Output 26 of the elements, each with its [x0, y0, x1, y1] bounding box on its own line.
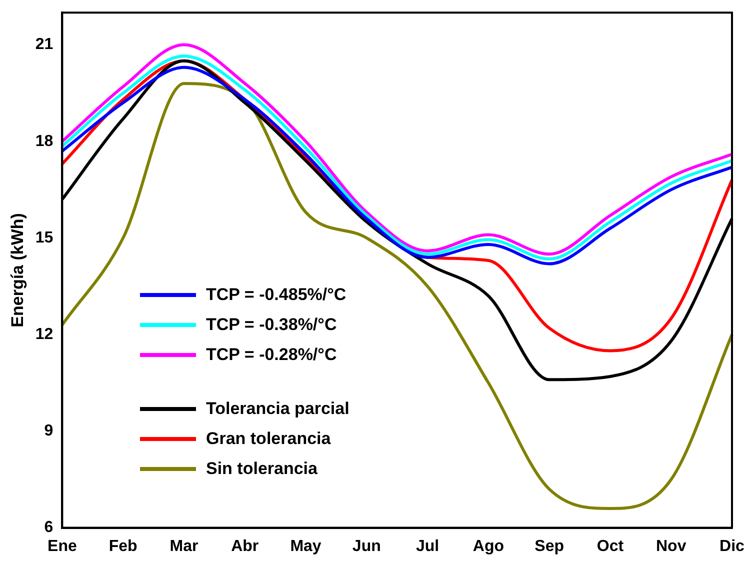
legend-label: Gran tolerancia — [206, 429, 331, 449]
x-tick-label: Ene — [48, 538, 77, 555]
y-tick-label: 18 — [35, 132, 54, 150]
legend-label: TCP = -0.28%/°C — [206, 345, 337, 365]
x-tick-label: Sep — [534, 538, 564, 555]
x-tick-label: Ago — [472, 538, 504, 555]
x-tick-label: Feb — [108, 538, 138, 555]
x-tick-label: Jun — [352, 538, 381, 555]
x-tick-label: Mar — [170, 538, 198, 555]
x-tick-label: Dic — [720, 538, 745, 555]
legend-label: TCP = -0.485%/°C — [206, 285, 346, 305]
legend-label: TCP = -0.38%/°C — [206, 315, 337, 335]
y-tick-label: 21 — [35, 36, 54, 54]
y-axis-title: Energía (kWh) — [8, 213, 27, 328]
y-tick-label: 9 — [44, 422, 54, 440]
y-tick-label: 12 — [35, 326, 54, 344]
y-tick-label: 6 — [44, 519, 54, 536]
x-tick-label: Nov — [656, 538, 686, 555]
line-series — [60, 82, 734, 510]
x-tick-label: May — [290, 538, 322, 555]
x-tick-label: Jul — [416, 538, 440, 555]
legend-label: Sin tolerancia — [206, 459, 318, 479]
x-tick-label: Oct — [596, 538, 624, 555]
legend-label: Tolerancia parcial — [206, 399, 350, 419]
x-tick-label: Abr — [231, 538, 259, 555]
y-tick-label: 15 — [35, 229, 54, 246]
